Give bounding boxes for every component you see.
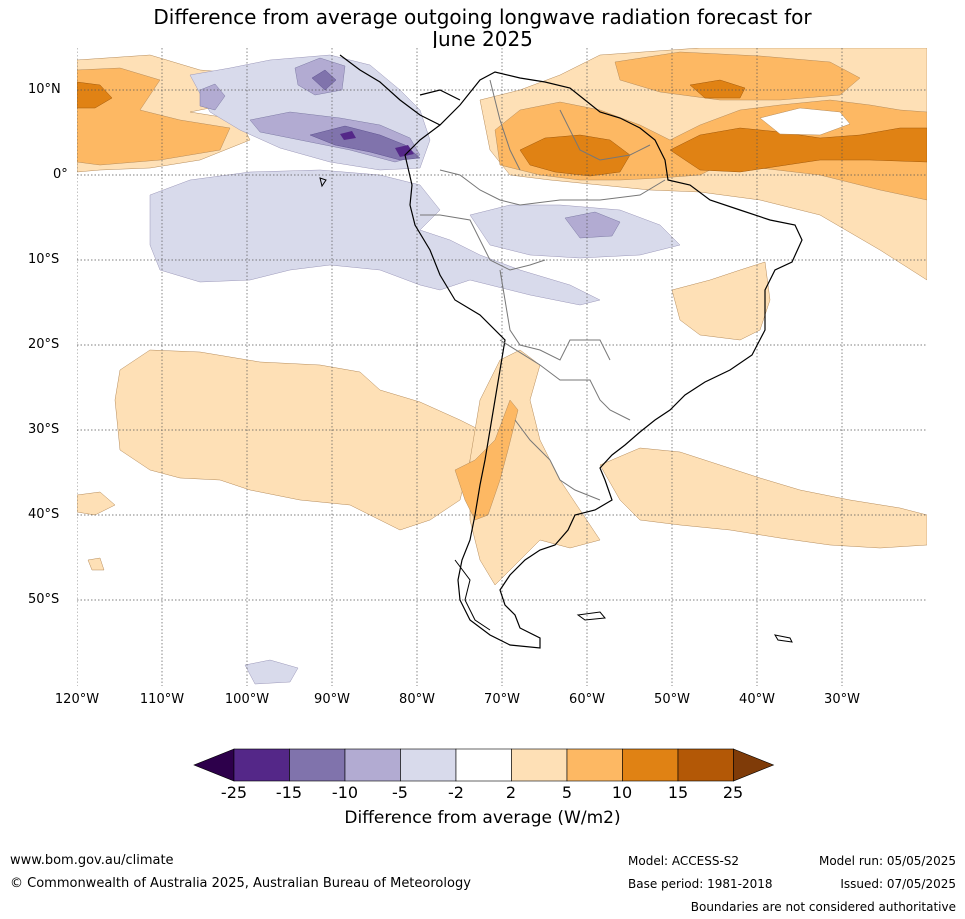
country-borders [420, 79, 666, 501]
colorbar-tick-label: -15 [275, 783, 303, 802]
lon-label-80w: 80°W [399, 692, 435, 707]
anomaly-region-10-15-north [689, 79, 746, 99]
colorbar-title: Difference from average (W/m2) [344, 808, 621, 828]
anomaly-region-5-10-north-west [77, 67, 231, 166]
lon-label-30w: 30°W [824, 692, 860, 707]
lon-label-120w: 120°W [54, 692, 100, 707]
colorbar-segment [455, 748, 512, 782]
model-run-date: Model run: 05/05/2025 [818, 854, 956, 868]
colorbar-tick-label: 2 [505, 783, 517, 802]
colorbar-tick-label: -2 [448, 783, 464, 802]
anomaly-region-10-15-atlantic [669, 127, 927, 173]
colorbar-segment [566, 748, 623, 782]
base-period: Base period: 1981-2018 [628, 877, 773, 891]
graticule [77, 48, 927, 686]
map-title-line-2: June 2025 [432, 27, 533, 51]
colorbar-min-arrow [193, 748, 235, 782]
colorbar-segment [289, 748, 346, 782]
lat-label-10n: 10°N [28, 82, 61, 97]
boundaries-disclaimer: Boundaries are not considered authoritat… [690, 900, 956, 914]
lon-label-50w: 50°W [654, 692, 690, 707]
anomaly-region-2-5-small-west [77, 491, 116, 571]
islands [319, 177, 793, 643]
lon-label-90w: 90°W [314, 692, 350, 707]
lat-label-0: 0° [53, 167, 68, 182]
anomaly-fields [77, 48, 927, 686]
colorbar-tick-label: 25 [722, 783, 744, 802]
colorbar-segment [677, 748, 734, 782]
anomaly-region-neg-5-10-north [199, 57, 346, 111]
anomaly-region-neg-10-15-north [311, 69, 337, 91]
lat-label-20s: 20°S [28, 337, 60, 352]
copyright-text: © Commonwealth of Australia 2025, Austra… [10, 876, 471, 891]
lon-label-60w: 60°W [569, 692, 605, 707]
colorbar-tick-label: -5 [392, 783, 408, 802]
colorbar-segment [233, 748, 290, 782]
model-name: Model: ACCESS-S2 [628, 854, 740, 868]
lat-label-40s: 40°S [28, 507, 60, 522]
anomaly-region-10-15-west [77, 81, 113, 109]
central-america-coastline [339, 54, 461, 126]
anomaly-region-neg-2-5-south [244, 659, 299, 685]
lat-label-10s: 10°S [28, 252, 60, 267]
anomaly-region-neg-5-10-brazil [564, 211, 621, 239]
anomaly-region-neg-10-15 [309, 125, 421, 161]
colorbar-tick-label: 10 [611, 783, 633, 802]
issued-date: Issued: 07/05/2025 [840, 877, 956, 891]
colorbar-max-arrow [733, 748, 775, 782]
colorbar-tick-label: -25 [220, 783, 248, 802]
colorbar-tick-label: 5 [561, 783, 573, 802]
lon-label-110w: 110°W [139, 692, 185, 707]
anomaly-region-neg-15-25 [340, 131, 414, 157]
lat-label-50s: 50°S [28, 592, 60, 607]
website-link[interactable]: www.bom.gov.au/climate [10, 853, 174, 868]
south-america-coastline [404, 71, 803, 649]
colorbar-tick-label: -10 [331, 783, 359, 802]
map-title-line-1: Difference from average outgoing longwav… [153, 5, 812, 29]
colorbar-segment [400, 748, 457, 782]
lon-label-100w: 100°W [224, 692, 270, 707]
colorbar-segment [622, 748, 679, 782]
anomaly-region-10-15-amazon [519, 134, 631, 177]
anomaly-region-2-5-andes [469, 349, 601, 586]
lat-label-30s: 30°S [28, 422, 60, 437]
anomaly-region-white-inclusion [759, 107, 851, 136]
anomaly-region-5-10-northeast [614, 51, 861, 101]
anomaly-region-neg-2-5-pacific [149, 169, 601, 306]
colorbar-tick-label: 15 [667, 783, 689, 802]
anomaly-region-2-5-south-atlantic [599, 447, 927, 549]
colorbar-segments [193, 748, 775, 782]
colorbar-segment [511, 748, 568, 782]
lon-label-40w: 40°W [739, 692, 775, 707]
anomaly-region-2-5-south-pacific [114, 349, 481, 531]
colorbar-segment [344, 748, 401, 782]
lon-label-70w: 70°W [484, 692, 520, 707]
